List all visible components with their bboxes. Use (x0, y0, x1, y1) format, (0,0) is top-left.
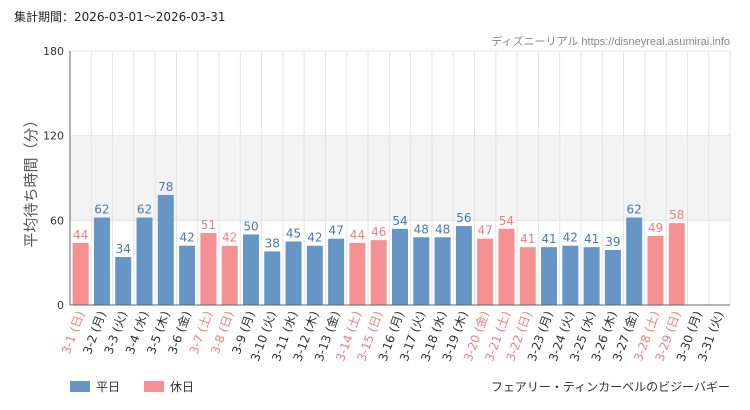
data-label: 62 (627, 203, 642, 217)
data-label: 45 (286, 227, 301, 241)
bar-3-28 (土) (647, 235, 664, 305)
data-label: 39 (605, 235, 620, 249)
data-label: 78 (158, 180, 173, 194)
data-label: 34 (116, 242, 131, 256)
bar-3-14 (土) (349, 242, 366, 305)
bar-3-11 (水) (285, 241, 302, 305)
data-label: 38 (265, 236, 280, 250)
y-tick-label: 60 (50, 214, 64, 227)
legend-item-weekday: 平日 (70, 378, 120, 395)
bar-3-5 (木) (157, 194, 174, 305)
legend-item-holiday: 休日 (144, 378, 194, 395)
label-layer: 44 62 34 62 78 42 51 42 50 38 45 42 47 44 46 54 48 48 56 47… (73, 180, 684, 256)
y-axis-title: 平均待ち時間（分） (22, 112, 40, 247)
bar-3-13 (金) (328, 238, 345, 305)
data-label: 50 (243, 219, 258, 233)
data-label: 56 (456, 211, 471, 225)
bar-3-2 (月) (93, 217, 110, 305)
data-label: 46 (371, 225, 386, 239)
y-tick-label: 180 (43, 45, 64, 58)
bar-3-23 (月) (541, 247, 558, 305)
bar-3-21 (土) (498, 228, 515, 305)
legend-label-weekday: 平日 (96, 380, 121, 394)
data-label: 54 (392, 214, 407, 228)
bar-3-10 (火) (264, 251, 281, 305)
data-label: 41 (541, 232, 556, 246)
bar-3-26 (木) (604, 249, 621, 305)
data-label: 49 (648, 221, 663, 235)
bar-3-25 (水) (583, 247, 600, 305)
data-label: 47 (328, 224, 343, 238)
bar-3-17 (火) (413, 237, 430, 305)
site-credit: ディズニーリアル https://disneyreal.asumirai.inf… (491, 36, 730, 48)
data-label: 51 (201, 218, 216, 232)
bar-3-8 (日) (221, 245, 238, 305)
attraction-name: フェアリー・ティンカーベルのビジーバギー (490, 380, 730, 394)
bar-3-27 (金) (626, 217, 643, 305)
legend: 平日 休日 (70, 378, 194, 395)
data-label: 42 (307, 231, 322, 245)
data-label: 41 (584, 232, 599, 246)
y-tick-label: 0 (57, 299, 64, 312)
data-label: 44 (73, 228, 88, 242)
data-label: 58 (669, 208, 684, 222)
bar-3-3 (火) (115, 257, 132, 305)
data-label: 44 (350, 228, 365, 242)
data-label: 42 (179, 231, 194, 245)
data-label: 41 (520, 232, 535, 246)
y-tick-label: 120 (43, 130, 64, 143)
bar-3-24 (火) (562, 245, 579, 305)
shaded-band (70, 135, 730, 221)
bar-3-12 (木) (306, 245, 323, 305)
data-label: 62 (137, 203, 152, 217)
bar-3-7 (土) (200, 233, 217, 305)
data-label: 48 (435, 222, 450, 236)
legend-label-holiday: 休日 (170, 380, 195, 394)
bar-3-29 (日) (668, 223, 685, 305)
bar-3-4 (水) (136, 217, 153, 305)
legend-swatch-holiday (144, 381, 165, 392)
data-label: 62 (94, 203, 109, 217)
bar-3-22 (日) (519, 247, 536, 305)
bar-3-19 (木) (455, 225, 472, 305)
data-label: 42 (222, 231, 237, 245)
bar-3-6 (金) (179, 245, 196, 305)
legend-swatch-weekday (70, 381, 90, 392)
bar-3-18 (水) (434, 237, 451, 305)
data-label: 48 (414, 222, 429, 236)
period-label: 集計期間：2026-03-01〜2026-03-31 (14, 10, 226, 24)
bar-3-20 (金) (477, 238, 494, 305)
bar-3-16 (月) (392, 228, 408, 305)
bar-layer (72, 194, 685, 305)
bar-3-15 (日) (370, 240, 387, 305)
data-label: 54 (499, 214, 514, 228)
data-label: 47 (478, 224, 493, 238)
bar-3-9 (月) (242, 234, 259, 305)
data-label: 42 (563, 231, 578, 245)
bar-3-1 (日) (72, 242, 89, 305)
